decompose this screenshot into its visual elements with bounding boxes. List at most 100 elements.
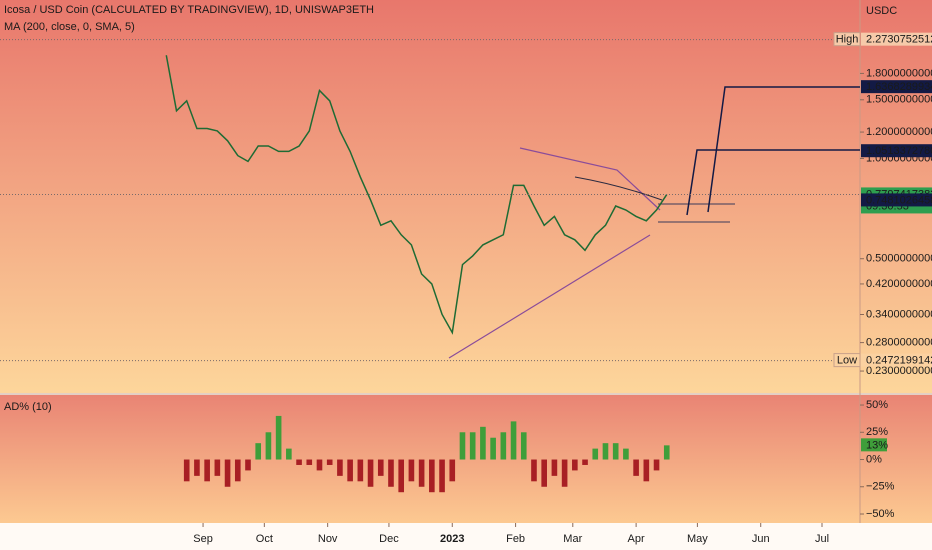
bar bbox=[377, 459, 384, 476]
bar bbox=[541, 459, 547, 487]
projection-line bbox=[707, 86, 860, 213]
axis-unit: USDC bbox=[866, 5, 897, 17]
y-tick-label: 0.3400000000 bbox=[866, 308, 932, 320]
bar bbox=[367, 459, 374, 487]
bar bbox=[275, 415, 282, 460]
bar bbox=[388, 459, 394, 487]
bar bbox=[592, 448, 599, 460]
price-marker bbox=[861, 80, 932, 94]
bar bbox=[469, 432, 476, 460]
chart-subtitle: MA (200, close, 0, SMA, 5) bbox=[4, 21, 135, 33]
y-tick-label: 1.2000000000 bbox=[866, 126, 932, 138]
bar bbox=[500, 432, 507, 460]
x-tick-label: Feb bbox=[506, 533, 525, 545]
bar bbox=[408, 459, 415, 482]
bar bbox=[286, 448, 292, 460]
marker-name-box bbox=[833, 32, 861, 47]
bar bbox=[347, 459, 353, 482]
price-marker-label: 1.0513372780 bbox=[866, 145, 932, 157]
marker-name: Low bbox=[837, 355, 857, 367]
y-tick-label: 1.5000000000 bbox=[866, 94, 932, 106]
drawings bbox=[448, 86, 860, 359]
price-marker bbox=[861, 32, 932, 46]
bar bbox=[398, 459, 405, 493]
x-tick-label: Mar bbox=[563, 533, 582, 545]
price-marker-label: 2.2730752512 bbox=[866, 34, 932, 46]
trend-line bbox=[448, 234, 651, 359]
marker-name-box bbox=[833, 353, 861, 368]
time-axis bbox=[0, 523, 932, 550]
bar bbox=[326, 459, 333, 465]
price-marker bbox=[861, 193, 932, 207]
bar bbox=[602, 443, 609, 460]
bar bbox=[480, 426, 486, 460]
bar bbox=[572, 459, 578, 471]
price-marker bbox=[861, 353, 932, 367]
main-pane bbox=[0, 0, 932, 393]
x-tick-label: Dec bbox=[379, 533, 399, 545]
bar bbox=[245, 459, 251, 471]
bar bbox=[561, 459, 568, 487]
bar bbox=[418, 459, 425, 487]
x-tick-label: 2023 bbox=[440, 533, 464, 545]
bar bbox=[459, 432, 466, 460]
price-marker-label: 0.2472199142 bbox=[866, 355, 932, 367]
indicator-title: AD% (10) bbox=[4, 401, 52, 413]
x-tick-label: Sep bbox=[193, 533, 213, 545]
projection-line bbox=[686, 149, 860, 216]
y-tick-label: 0.2800000000 bbox=[866, 337, 932, 349]
bar bbox=[490, 437, 496, 460]
x-tick-label: Jul bbox=[815, 533, 829, 545]
bar bbox=[643, 459, 650, 482]
bar bbox=[316, 459, 323, 471]
bar bbox=[357, 459, 364, 482]
bar bbox=[623, 448, 629, 460]
bar bbox=[439, 459, 445, 493]
bar bbox=[653, 459, 660, 471]
bar bbox=[449, 459, 456, 482]
bar bbox=[429, 459, 435, 493]
x-tick-label: Oct bbox=[256, 533, 273, 545]
ma-line bbox=[574, 176, 663, 201]
bar bbox=[582, 459, 588, 465]
y-tick-label: 25% bbox=[866, 426, 888, 438]
y-tick-label: 0.5000000000 bbox=[866, 253, 932, 265]
x-tick-label: Apr bbox=[628, 533, 645, 545]
indicator-pane bbox=[0, 395, 932, 523]
x-tick-label: May bbox=[687, 533, 708, 545]
y-tick-label: 0% bbox=[866, 453, 882, 465]
price-marker-label: 0.7481026458 bbox=[866, 194, 932, 206]
bar bbox=[531, 459, 537, 482]
y-tick-label: −25% bbox=[866, 481, 895, 493]
bar bbox=[194, 459, 200, 476]
bar bbox=[633, 459, 639, 476]
price-line bbox=[165, 55, 668, 335]
y-tick-label: 0.4200000000 bbox=[866, 278, 932, 290]
x-tick-label: Nov bbox=[318, 533, 338, 545]
bar bbox=[204, 459, 210, 482]
bar bbox=[265, 432, 272, 460]
bar bbox=[510, 421, 517, 460]
y-tick-label: 0.2300000000 bbox=[866, 365, 932, 377]
price-marker-label: 1.6368289934 bbox=[866, 81, 932, 93]
bar bbox=[255, 443, 262, 460]
bar bbox=[183, 459, 190, 482]
chart-title: Icosa / USD Coin (CALCULATED BY TRADINGV… bbox=[4, 4, 374, 16]
x-tick-label: Jun bbox=[752, 533, 770, 545]
bar bbox=[612, 443, 619, 460]
trend-line bbox=[519, 147, 661, 211]
y-tick-label: −50% bbox=[866, 508, 895, 520]
bar bbox=[214, 459, 221, 476]
bar bbox=[306, 459, 313, 465]
bar bbox=[234, 459, 241, 482]
y-tick-label: 50% bbox=[866, 399, 888, 411]
bar bbox=[296, 459, 302, 465]
bar bbox=[337, 459, 343, 476]
y-tick-label: 1.8000000000 bbox=[866, 67, 932, 79]
price-marker bbox=[861, 144, 932, 158]
bar bbox=[224, 459, 231, 487]
bar bbox=[520, 432, 527, 460]
marker-name: High bbox=[836, 34, 859, 46]
bar bbox=[551, 459, 558, 476]
